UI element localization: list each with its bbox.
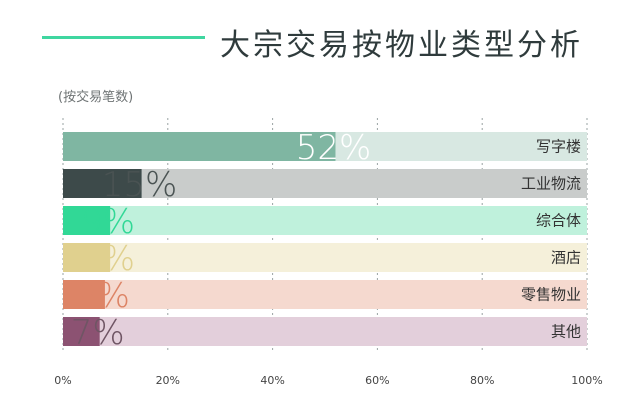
value-label: 7%	[71, 313, 125, 353]
x-tick-label: 80%	[470, 374, 494, 387]
chart-subtitle: (按交易笔数)	[58, 90, 134, 105]
bar	[63, 169, 142, 198]
bar-layer	[63, 132, 336, 346]
x-tick-label: 60%	[365, 374, 389, 387]
bar	[63, 317, 100, 346]
tick-layer: 0% 20% 40% 60% 80% 100%	[54, 374, 602, 387]
chart-title: 大宗交易按物业类型分析	[220, 28, 583, 63]
bar	[63, 243, 111, 272]
category-label: 写字楼	[536, 138, 581, 156]
bar	[63, 206, 111, 235]
bar-track	[63, 280, 587, 309]
bar-track	[63, 317, 587, 346]
bar	[63, 132, 336, 161]
x-tick-label: 20%	[156, 374, 180, 387]
bar-track	[63, 243, 587, 272]
category-label: 酒店	[551, 249, 581, 267]
value-label: 9%	[81, 202, 135, 242]
value-label: 52%	[296, 128, 372, 168]
value-label: 8%	[76, 276, 130, 316]
category-label: 工业物流	[521, 175, 581, 193]
value-label: 15%	[102, 165, 178, 205]
x-tick-label: 100%	[571, 374, 602, 387]
category-label: 综合体	[536, 212, 581, 230]
x-tick-label: 40%	[260, 374, 284, 387]
x-tick-label: 0%	[54, 374, 71, 387]
bar-track	[63, 206, 587, 235]
category-label: 零售物业	[521, 286, 581, 304]
label-layer: 52% 写字楼 15% 工业物流 9% 综合体 9% 酒店 8% 零售物业 7% 其他	[71, 128, 581, 353]
value-label: 9%	[81, 239, 135, 279]
bar	[63, 280, 105, 309]
category-label: 其他	[551, 323, 581, 341]
title-accent-line	[42, 36, 205, 39]
bar-track	[63, 169, 587, 198]
